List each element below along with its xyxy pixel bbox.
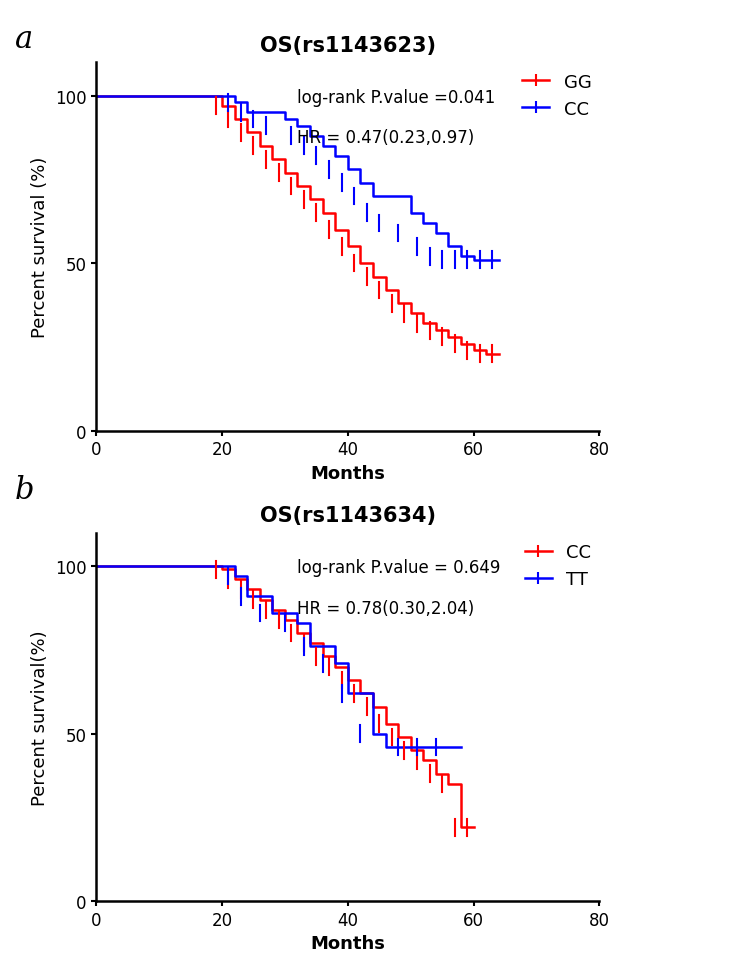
Text: b: b [15, 475, 34, 506]
Title: OS(rs1143634): OS(rs1143634) [260, 506, 436, 526]
Legend: GG, CC: GG, CC [513, 65, 600, 128]
Legend: CC, TT: CC, TT [516, 535, 600, 598]
Text: HR = 0.47(0.23,0.97): HR = 0.47(0.23,0.97) [297, 129, 475, 147]
Title: OS(rs1143623): OS(rs1143623) [260, 36, 436, 56]
Y-axis label: Percent survival (%): Percent survival (%) [31, 157, 50, 337]
Text: a: a [15, 24, 33, 55]
X-axis label: Months: Months [310, 464, 386, 483]
Text: log-rank P.value =0.041: log-rank P.value =0.041 [297, 89, 496, 107]
Y-axis label: Percent survival(%): Percent survival(%) [31, 629, 50, 805]
Text: HR = 0.78(0.30,2.04): HR = 0.78(0.30,2.04) [297, 599, 475, 617]
X-axis label: Months: Months [310, 934, 386, 953]
Text: log-rank P.value = 0.649: log-rank P.value = 0.649 [297, 559, 501, 577]
